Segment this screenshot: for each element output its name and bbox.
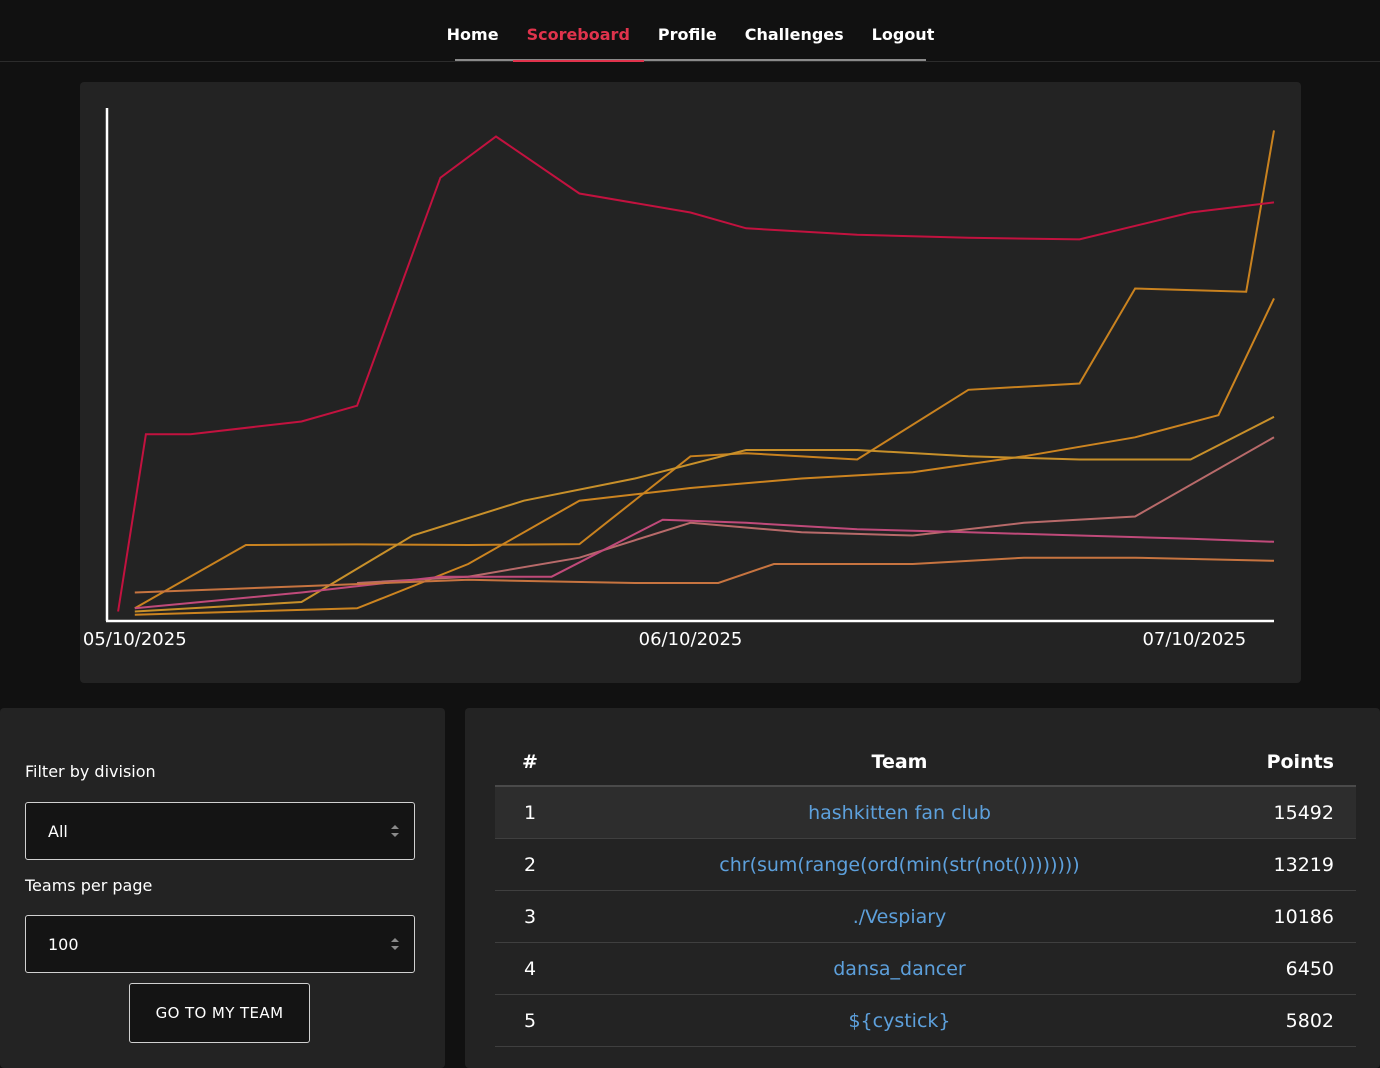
series-line-7 xyxy=(134,556,1275,594)
x-tick-group: 05/10/2025 06/10/2025 07/10/2025 xyxy=(83,629,1246,650)
chart-series-group xyxy=(117,130,1275,616)
x-tick-label: 05/10/2025 xyxy=(83,629,187,650)
series-line-5 xyxy=(357,436,1275,584)
division-select[interactable]: All xyxy=(25,802,415,860)
team-cell: chr(sum(range(ord(min(str(not()))))))) xyxy=(565,838,1234,891)
table-header-row: # Team Points xyxy=(495,738,1356,787)
table-row: 2 chr(sum(range(ord(min(str(not())))))))… xyxy=(495,838,1356,891)
nav-home[interactable]: Home xyxy=(446,25,499,44)
team-cell: ./Vespiary xyxy=(565,890,1234,943)
points-header: Points xyxy=(1234,738,1356,787)
rank-cell: 4 xyxy=(495,942,565,995)
team-header: Team xyxy=(565,738,1234,787)
team-link[interactable]: hashkitten fan club xyxy=(808,801,991,824)
x-tick-label: 07/10/2025 xyxy=(1142,629,1246,650)
nav-profile[interactable]: Profile xyxy=(657,25,717,44)
team-link[interactable]: chr(sum(range(ord(min(str(not()))))))) xyxy=(719,853,1080,876)
division-filter-label: Filter by division xyxy=(25,762,156,781)
scoreboard-table: # Team Points 1 hashkitten fan club 1549… xyxy=(495,738,1356,1047)
per-page-select-value: 100 xyxy=(48,935,79,954)
points-cell: 5802 xyxy=(1234,994,1356,1047)
navbar: Home Scoreboard Profile Challenges Logou… xyxy=(0,0,1380,62)
table-row: 5 ${cystick} 5802 xyxy=(495,994,1356,1047)
series-line-6 xyxy=(134,518,1275,610)
select-arrows-icon xyxy=(391,825,399,837)
table-row: 4 dansa_dancer 6450 xyxy=(495,942,1356,995)
select-arrows-icon xyxy=(391,938,399,950)
series-line-2 xyxy=(117,135,1275,612)
score-chart-card: 05/10/2025 06/10/2025 07/10/2025 xyxy=(80,82,1301,683)
table-row: 3 ./Vespiary 10186 xyxy=(495,890,1356,943)
nav-logout[interactable]: Logout xyxy=(871,25,935,44)
series-line-3 xyxy=(134,297,1275,616)
team-link[interactable]: ./Vespiary xyxy=(852,905,947,928)
per-page-label: Teams per page xyxy=(25,876,153,895)
x-tick-label: 06/10/2025 xyxy=(639,629,743,650)
score-chart: 05/10/2025 06/10/2025 07/10/2025 xyxy=(83,108,1275,650)
nav-scoreboard[interactable]: Scoreboard xyxy=(512,0,645,62)
rank-cell: 5 xyxy=(495,994,565,1047)
rank-cell: 3 xyxy=(495,890,565,943)
series-line-4 xyxy=(134,415,1275,613)
per-page-select[interactable]: 100 xyxy=(25,915,415,973)
nav-list: Home Scoreboard Profile Challenges Logou… xyxy=(447,0,934,62)
team-cell: ${cystick} xyxy=(565,994,1234,1047)
go-to-my-team-button[interactable]: GO TO MY TEAM xyxy=(129,983,310,1043)
points-cell: 13219 xyxy=(1234,838,1356,891)
team-link[interactable]: ${cystick} xyxy=(848,1009,951,1032)
division-select-value: All xyxy=(48,822,68,841)
nav-challenges[interactable]: Challenges xyxy=(744,25,844,44)
rank-cell: 2 xyxy=(495,838,565,891)
series-line-1 xyxy=(134,130,1275,610)
team-cell: dansa_dancer xyxy=(565,942,1234,995)
points-cell: 10186 xyxy=(1234,890,1356,943)
team-cell: hashkitten fan club xyxy=(565,786,1234,839)
team-link[interactable]: dansa_dancer xyxy=(833,957,966,980)
filter-panel: Filter by division All Teams per page 10… xyxy=(0,708,445,1068)
points-cell: 6450 xyxy=(1234,942,1356,995)
points-cell: 15492 xyxy=(1234,786,1356,839)
table-row: 1 hashkitten fan club 15492 xyxy=(495,786,1356,839)
rank-cell: 1 xyxy=(495,786,565,839)
rank-header: # xyxy=(495,738,565,787)
